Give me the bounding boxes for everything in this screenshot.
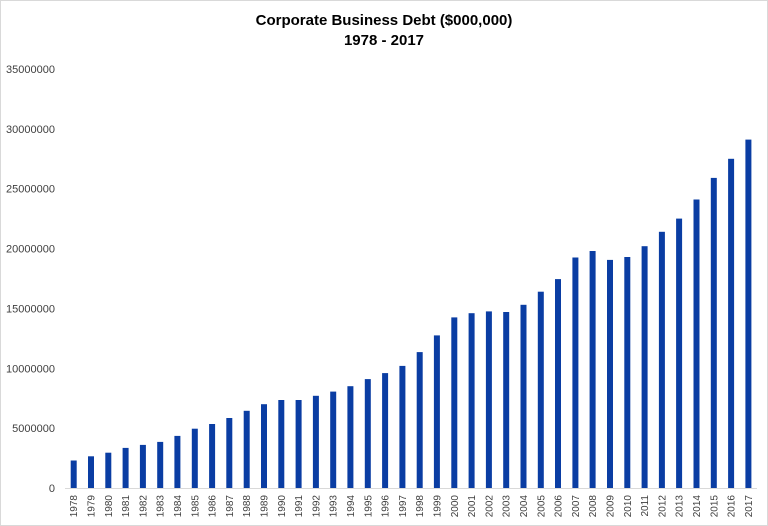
x-tick-label: 2016 xyxy=(727,495,738,518)
bar-1997 xyxy=(399,365,406,488)
bar-2016 xyxy=(728,158,735,489)
x-tick-label: 1995 xyxy=(363,495,374,518)
x-tick-label: 2015 xyxy=(709,495,720,518)
bar-2012 xyxy=(658,231,665,489)
bar-1992 xyxy=(312,395,319,488)
bar-2003 xyxy=(503,312,510,488)
y-tick-label: 20000000 xyxy=(6,244,55,256)
x-tick-label: 2010 xyxy=(623,495,634,518)
bar-2013 xyxy=(676,218,683,488)
x-tick-label: 1983 xyxy=(156,495,167,518)
bar-1993 xyxy=(330,391,337,488)
bar-2007 xyxy=(572,257,579,488)
bar-2001 xyxy=(468,313,475,488)
x-tick-label: 1980 xyxy=(104,495,115,518)
x-tick-label: 1988 xyxy=(242,495,253,518)
bars xyxy=(70,139,752,489)
chart-title: Corporate Business Debt ($000,000) xyxy=(255,12,513,29)
y-tick-label: 5000000 xyxy=(12,423,55,435)
x-tick-label: 1989 xyxy=(260,495,271,518)
x-axis-labels: 1978 1979 1980 1981 1982 1983 1984 1985 1986 1987… xyxy=(69,495,755,518)
x-tick-label: 2008 xyxy=(588,495,599,518)
x-tick-label: 1984 xyxy=(173,495,184,518)
y-tick-label: 15000000 xyxy=(6,303,55,315)
bar-2010 xyxy=(624,257,631,488)
x-tick-label: 1998 xyxy=(415,495,426,518)
y-tick-label: 10000000 xyxy=(6,363,55,375)
x-tick-label: 1994 xyxy=(346,495,357,518)
bar-1996 xyxy=(382,373,389,488)
bar-2008 xyxy=(589,251,596,488)
x-tick-label: 1991 xyxy=(294,495,305,518)
x-tick-label: 2011 xyxy=(640,495,651,517)
x-tick-label: 1986 xyxy=(208,495,219,518)
bar-1989 xyxy=(261,404,267,488)
x-tick-label: 1979 xyxy=(87,495,98,518)
bar-2014 xyxy=(693,199,700,488)
x-tick-label: 1992 xyxy=(311,495,322,518)
x-tick-label: 2002 xyxy=(484,495,495,518)
y-tick-label: 35000000 xyxy=(6,64,55,76)
bar-1986 xyxy=(209,424,216,488)
x-tick-label: 2001 xyxy=(467,495,478,518)
x-tick-label: 1997 xyxy=(398,495,409,518)
bar-1984 xyxy=(174,435,181,488)
bar-2015 xyxy=(710,177,717,488)
x-tick-label: 2006 xyxy=(554,495,565,518)
y-tick-label: 0 xyxy=(49,483,55,495)
x-tick-label: 2000 xyxy=(450,495,461,518)
x-tick-label: 2012 xyxy=(657,495,668,518)
bar-1998 xyxy=(416,352,423,488)
x-tick-label: 1993 xyxy=(329,495,340,518)
x-tick-label: 1990 xyxy=(277,495,288,518)
x-tick-label: 1981 xyxy=(121,495,132,518)
bar-2000 xyxy=(451,317,458,488)
x-tick-label: 1987 xyxy=(225,495,236,518)
x-tick-label: 1999 xyxy=(432,495,443,518)
x-tick-label: 1996 xyxy=(381,495,392,518)
bar-2017 xyxy=(745,139,752,488)
x-tick-label: 2013 xyxy=(675,495,686,518)
bar-2005 xyxy=(537,291,544,488)
bar-1988 xyxy=(243,410,250,488)
x-tick-label: 2004 xyxy=(519,495,530,518)
x-tick-label: 2014 xyxy=(692,495,703,518)
bar-1983 xyxy=(157,441,164,488)
y-axis-labels: 0 5000000 10000000 15000000 20000000 25000000… xyxy=(6,64,55,495)
bar-1980 xyxy=(105,452,112,488)
x-tick-label: 2017 xyxy=(744,495,755,518)
x-tick-label: 1985 xyxy=(190,495,201,518)
x-tick-label: 2003 xyxy=(502,495,513,518)
bar-1994 xyxy=(347,386,354,488)
bar-1982 xyxy=(139,444,146,488)
chart-subtitle: 1978 - 2017 xyxy=(343,32,425,49)
x-tick-label: 2009 xyxy=(606,495,617,518)
bar-1987 xyxy=(226,418,233,488)
bar-1995 xyxy=(364,379,371,488)
bar-1981 xyxy=(122,447,129,488)
bar-2002 xyxy=(485,311,492,488)
x-tick-label: 2005 xyxy=(536,495,547,518)
bar-2009 xyxy=(607,259,613,488)
bar-1991 xyxy=(295,400,302,488)
bar-2004 xyxy=(520,304,527,488)
x-tick-label: 1978 xyxy=(69,495,80,518)
y-tick-label: 30000000 xyxy=(6,124,55,136)
bar-1990 xyxy=(278,400,285,488)
bar-1979 xyxy=(88,456,94,488)
y-tick-label: 25000000 xyxy=(6,184,55,196)
bar-1985 xyxy=(191,428,198,488)
x-tick-label: 1982 xyxy=(138,495,149,518)
bar-2006 xyxy=(555,279,561,488)
bar-1999 xyxy=(433,335,440,488)
bar-1978 xyxy=(70,460,77,488)
bar-2011 xyxy=(641,246,648,488)
chart-title-block: Corporate Business Debt ($000,000) 1978 … xyxy=(1,11,767,51)
x-tick-label: 2007 xyxy=(571,495,582,518)
